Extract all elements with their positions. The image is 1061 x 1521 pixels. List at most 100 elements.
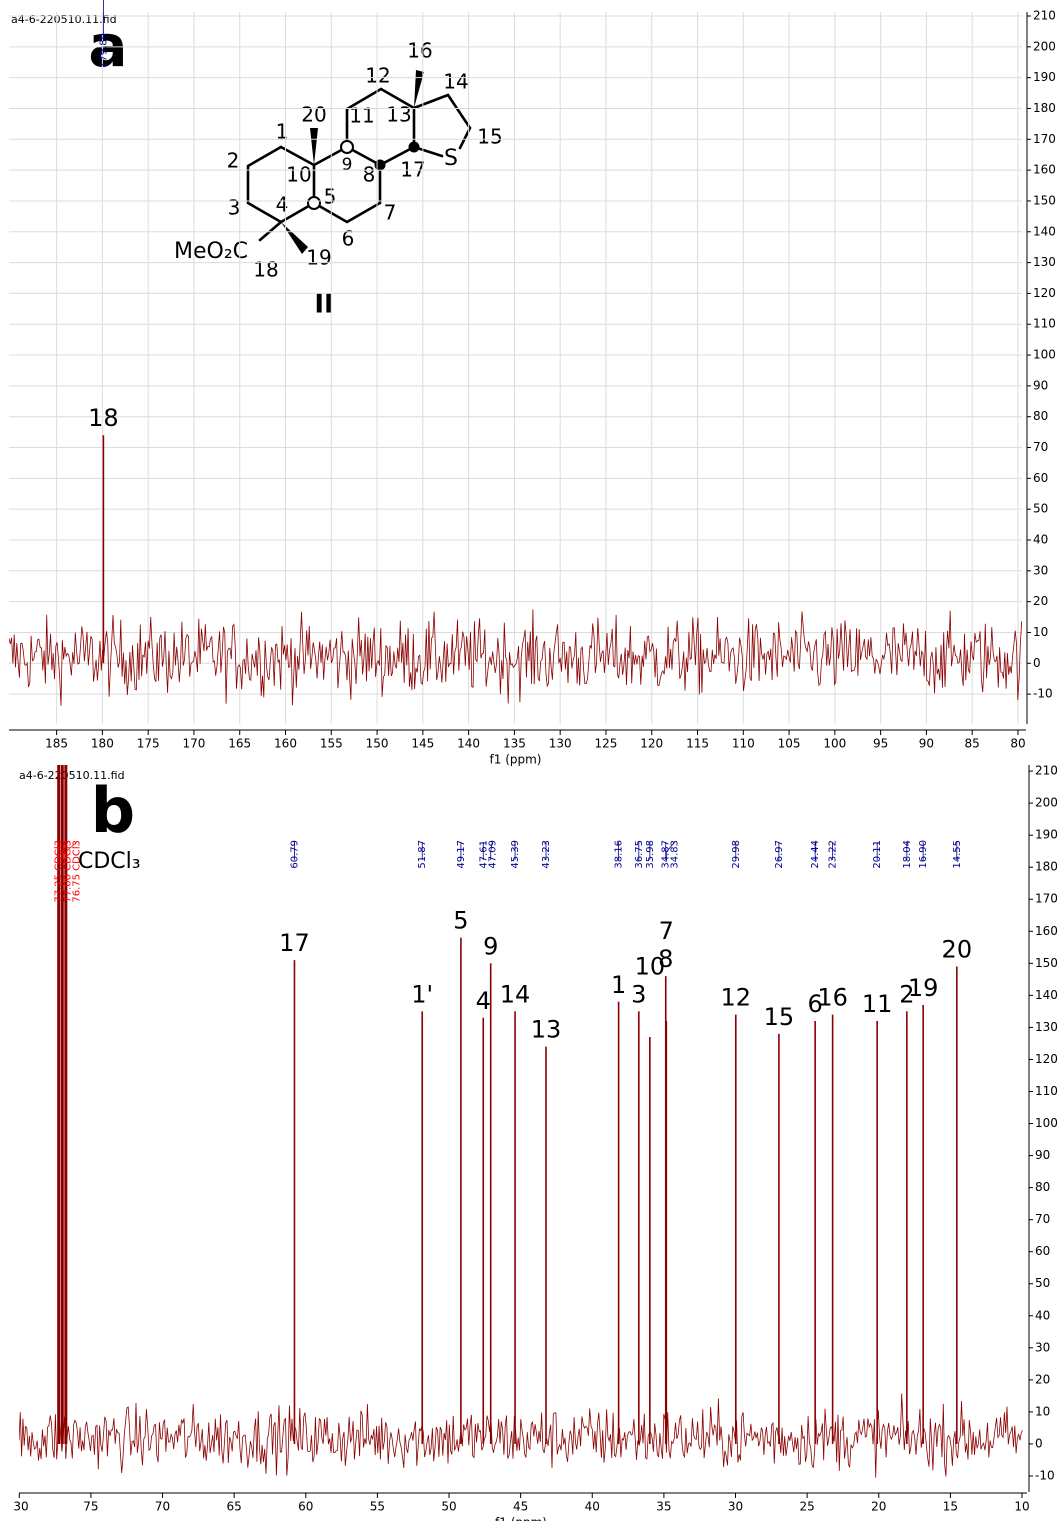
peak-list-label: 77.25 CDCl3 (54, 840, 65, 903)
atom-label: 2 (227, 149, 240, 173)
y-tick-label: 50 (1033, 502, 1048, 516)
baseline-noise (9, 609, 1022, 706)
peak-list-label: 51.87 (417, 840, 428, 869)
y-tick-label: 130 (1033, 255, 1056, 269)
peak-list-label: 26.97 (774, 840, 785, 869)
file-label: a4-6-220510.11.fid (19, 769, 125, 782)
x-tick-label: 150 (366, 737, 389, 751)
y-tick-label: -10 (1033, 687, 1053, 701)
peak-assignment: 2 (899, 980, 914, 1008)
baseline-noise (19, 1393, 1023, 1478)
x-tick-label: 15 (943, 1500, 958, 1514)
ester-label: MeO₂C (174, 239, 248, 264)
atom-label: 19 (306, 246, 331, 270)
y-tick-label: 90 (1033, 378, 1048, 392)
atom-label: 13 (386, 103, 411, 127)
x-tick-label: 30 (13, 1500, 28, 1514)
atom-label: 14 (443, 70, 468, 94)
x-tick-label: 140 (457, 737, 480, 751)
peak-assignment: 18 (88, 404, 119, 432)
x-tick-label: 55 (370, 1500, 385, 1514)
x-tick-label: 20 (871, 1500, 886, 1514)
y-tick-label: 20 (1033, 594, 1048, 608)
y-tick-label: 170 (1033, 132, 1056, 146)
x-axis-title: f1 (ppm) (495, 1516, 547, 1521)
peak-assignment: 7 (659, 917, 674, 945)
plot-area (19, 765, 1023, 1478)
x-tick-label: 180 (91, 737, 114, 751)
x-tick-label: 25 (799, 1500, 814, 1514)
x-tick-label: 40 (585, 1500, 600, 1514)
y-tick-label: 180 (1035, 860, 1058, 874)
bond (258, 220, 283, 242)
y-tick-label: -10 (1035, 1468, 1055, 1482)
peak-assignment: 17 (279, 929, 310, 957)
peak-assignment: 8 (658, 945, 673, 973)
y-tick-label: 10 (1033, 625, 1048, 639)
x-tick-label: 130 (549, 737, 572, 751)
y-tick-label: 120 (1033, 286, 1056, 300)
peak-assignment: 16 (817, 984, 848, 1012)
peak-list-label: 20.11 (872, 840, 883, 869)
y-tick-label: 10 (1035, 1404, 1050, 1418)
h-open (307, 196, 321, 210)
peak-list-connector (490, 841, 493, 860)
x-tick-label: 115 (686, 737, 709, 751)
peak-list-label: 76.75 CDCl3 (72, 840, 83, 903)
y-tick-label: 140 (1033, 224, 1056, 238)
peak-list-label: 60.79 (289, 840, 300, 869)
peak-list-connector (665, 841, 676, 860)
peak-list-label: 18.04 (902, 840, 913, 869)
peak-list-label: 29.98 (731, 840, 742, 869)
peak-assignment: 20 (942, 936, 973, 964)
y-tick-label: 200 (1033, 39, 1056, 53)
peak-list-label: 36.75 (634, 840, 645, 869)
y-tick-label: 150 (1033, 193, 1056, 207)
peak-list-label: 179.89 (98, 33, 109, 68)
y-tick-label: 90 (1035, 1148, 1050, 1162)
atom-label: 18 (253, 258, 278, 282)
atom-label: 17 (400, 158, 425, 182)
peak-assignment: 5 (453, 907, 468, 935)
peak-assignment: 15 (764, 1003, 795, 1031)
x-tick-label: 110 (732, 737, 755, 751)
y-tick-label: 110 (1035, 1084, 1058, 1098)
y-tick-label: 160 (1033, 163, 1056, 177)
x-tick-label: 30 (728, 1500, 743, 1514)
bond (412, 93, 472, 150)
peak-list-label: 34.83 (670, 840, 681, 869)
x-tick-label: 165 (228, 737, 251, 751)
y-tick-label: 70 (1035, 1212, 1050, 1226)
atom-label: 16 (407, 39, 432, 63)
y-tick-label: 0 (1033, 656, 1041, 670)
y-tick-label: 150 (1035, 956, 1058, 970)
atom-label: 11 (349, 104, 374, 128)
peak-list-label: 43.23 (541, 840, 552, 869)
peak-assignment: 14 (500, 980, 531, 1008)
y-tick-label: 120 (1035, 1052, 1058, 1066)
peak-assignment: 6 (808, 990, 823, 1018)
x-tick-label: 105 (778, 737, 801, 751)
annotation: CDCl₃ (78, 849, 141, 874)
wedge (414, 70, 424, 108)
atom-label: 9 (342, 155, 353, 175)
panel-letter: a (88, 12, 127, 80)
h-open (340, 140, 354, 154)
y-tick-label: 20 (1035, 1372, 1050, 1386)
y-tick-label: 210 (1035, 764, 1058, 778)
y-tick-label: 70 (1033, 440, 1048, 454)
y-tick-label: 210 (1033, 9, 1056, 23)
y-tick-label: 110 (1033, 317, 1056, 331)
x-tick-label: 175 (137, 737, 160, 751)
structure: 1 2 3 4 5 6 7 8 9 10 11 12 13 14 15 16 1… (174, 39, 503, 320)
atom-label: 3 (228, 196, 241, 220)
atom-label: 8 (363, 163, 376, 187)
x-tick-label: 50 (441, 1500, 456, 1514)
x-tick-label: 85 (965, 737, 980, 751)
x-tick-label: 10 (1014, 1500, 1029, 1514)
y-tick-label: 100 (1035, 1116, 1058, 1130)
wedge (281, 222, 308, 254)
bond (345, 87, 416, 167)
y-tick-label: 80 (1035, 1180, 1050, 1194)
